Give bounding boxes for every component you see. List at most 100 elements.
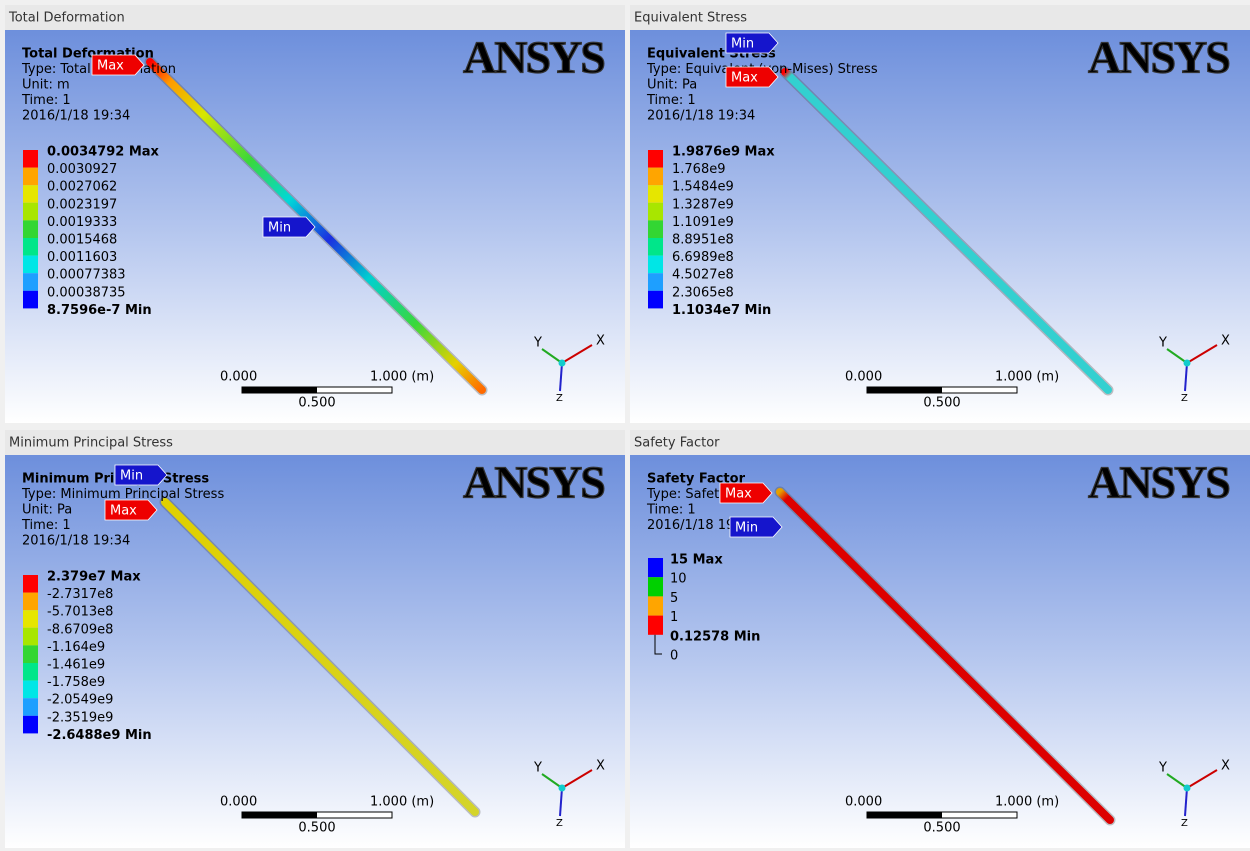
- legend-label: 0.00038735: [47, 285, 126, 300]
- panel-title: Safety Factor: [634, 436, 720, 451]
- triad-origin: [559, 785, 566, 792]
- legend-label: 6.6989e8: [672, 250, 734, 265]
- legend-band: [23, 663, 38, 681]
- legend-label: 2.379e7 Max: [47, 570, 141, 585]
- legend-label: -1.461e9: [47, 658, 105, 673]
- legend-label: -1.758e9: [47, 675, 105, 690]
- legend-label: 8.8951e8: [672, 233, 734, 248]
- legend-label: -1.164e9: [47, 640, 105, 655]
- legend-label: 2.3065e8: [672, 285, 734, 300]
- ansys-logo: ANSYS: [463, 457, 604, 508]
- probe-tag-label: Max: [725, 487, 752, 502]
- legend-band: [648, 273, 663, 291]
- probe-tag-label: Min: [731, 37, 754, 52]
- scale-bar-fill: [242, 812, 317, 818]
- scale-bar-fill: [242, 387, 317, 393]
- ansys-results-window: Total DeformationANSYSTotal DeformationT…: [0, 0, 1250, 851]
- legend-label: 8.7596e-7 Min: [47, 303, 152, 318]
- axis-label: X: [1221, 759, 1230, 774]
- legend-band: [23, 628, 38, 646]
- result-info: Time: 1: [646, 503, 696, 518]
- legend-label: -2.6488e9 Min: [47, 728, 152, 743]
- legend-band: [648, 203, 663, 221]
- legend-label: 1.1091e9: [672, 215, 734, 230]
- legend-label: -2.3519e9: [47, 710, 113, 725]
- scale-label: 0.500: [923, 396, 960, 411]
- axis-label: Y: [1158, 336, 1167, 351]
- scale-bar-fill: [867, 812, 942, 818]
- probe-tag-label: Max: [731, 71, 758, 86]
- scale-label: 0.000: [220, 795, 257, 810]
- legend-label: -2.7317e8: [47, 587, 113, 602]
- result-info: Unit: Pa: [647, 78, 697, 93]
- legend-band: [648, 238, 663, 256]
- scale-label: 0.500: [298, 396, 335, 411]
- scale-label: 0.000: [845, 370, 882, 385]
- scale-label: 1.000 (m): [370, 795, 434, 810]
- scale-label: 0.500: [923, 821, 960, 836]
- legend-label: 15 Max: [670, 553, 723, 568]
- legend-band: [23, 238, 38, 256]
- legend-label: 0.0015468: [47, 233, 117, 248]
- legend-label: 0.0030927: [47, 162, 117, 177]
- ansys-logo: ANSYS: [1088, 457, 1229, 508]
- legend-band: [23, 645, 38, 663]
- legend-label: -5.7013e8: [47, 605, 113, 620]
- axis-label: X: [596, 334, 605, 349]
- axis-label: Y: [1158, 761, 1167, 776]
- legend-label: 1.5484e9: [672, 180, 734, 195]
- axis-label: Y: [533, 336, 542, 351]
- legend-band: [23, 168, 38, 186]
- axis-label: X: [1221, 334, 1230, 349]
- legend-band: [23, 150, 38, 168]
- axis-label: X: [596, 759, 605, 774]
- scale-bar-fill: [867, 387, 942, 393]
- legend-label: 0.0023197: [47, 197, 117, 212]
- legend-band: [648, 291, 663, 309]
- scale-label: 1.000 (m): [370, 370, 434, 385]
- legend-band: [23, 291, 38, 309]
- axis-label: Z: [556, 393, 563, 404]
- triad-origin: [1184, 785, 1191, 792]
- legend-band: [648, 168, 663, 186]
- legend-band: [23, 698, 38, 716]
- result-panel: Minimum Principal StressANSYSMinimum Pri…: [5, 430, 625, 848]
- scale-label: 0.500: [298, 821, 335, 836]
- probe-tag-label: Min: [735, 521, 758, 536]
- legend-band: [23, 575, 38, 593]
- legend-label: 0: [670, 649, 678, 664]
- probe-tag-label: Max: [97, 59, 124, 74]
- result-info: 2016/1/18 19:34: [22, 109, 130, 124]
- legend-band: [23, 593, 38, 611]
- legend-band: [648, 616, 663, 635]
- legend-label: 1.768e9: [672, 162, 726, 177]
- legend-band: [23, 273, 38, 291]
- legend-band: [23, 220, 38, 238]
- legend-band: [648, 150, 663, 168]
- probe-tag-label: Min: [120, 469, 143, 484]
- legend-label: 0.00077383: [47, 268, 126, 283]
- legend-label: 0.0019333: [47, 215, 117, 230]
- legend-band: [23, 185, 38, 203]
- panel-title: Minimum Principal Stress: [9, 436, 173, 451]
- legend-label: 0.12578 Min: [670, 629, 760, 644]
- legend-label: 5: [670, 591, 678, 606]
- title-bar: [630, 430, 1250, 455]
- legend-label: 0.0011603: [47, 250, 117, 265]
- legend-label: 1.9876e9 Max: [672, 145, 775, 160]
- scale-label: 0.000: [220, 370, 257, 385]
- ansys-logo: ANSYS: [1088, 32, 1229, 83]
- legend-band: [23, 681, 38, 699]
- result-info: Time: 1: [21, 518, 71, 533]
- triad-origin: [559, 360, 566, 367]
- legend-band: [23, 610, 38, 628]
- legend-band: [648, 558, 663, 577]
- axis-label: Z: [1181, 393, 1188, 404]
- panel-title: Total Deformation: [8, 11, 125, 26]
- legend-band: [648, 577, 663, 596]
